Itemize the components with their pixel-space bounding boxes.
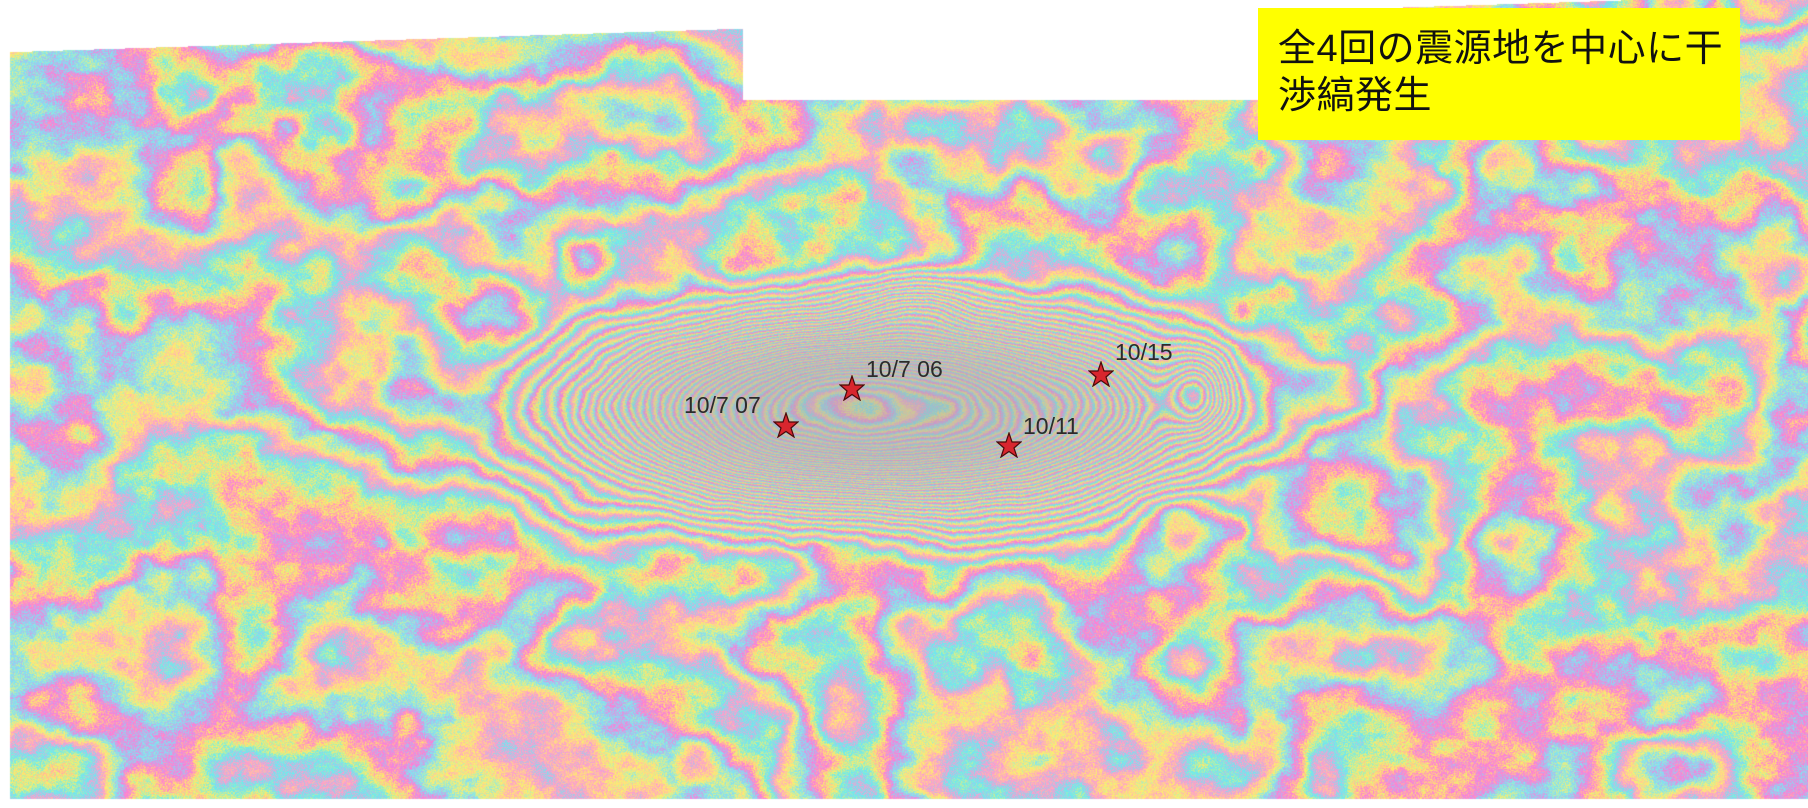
epicenter-label: 10/7 07 — [684, 392, 761, 418]
star-icon — [996, 432, 1022, 458]
epicenter-label: 10/11 — [1023, 413, 1079, 439]
epicenter-label: 10/15 — [1115, 339, 1173, 365]
epicenter-label: 10/7 06 — [866, 356, 943, 382]
star-icon — [773, 412, 799, 438]
star-icon — [1088, 361, 1114, 387]
annotation-callout: 全4回の震源地を中心に干渉縞発生 — [1258, 8, 1740, 140]
star-icon — [839, 375, 865, 401]
